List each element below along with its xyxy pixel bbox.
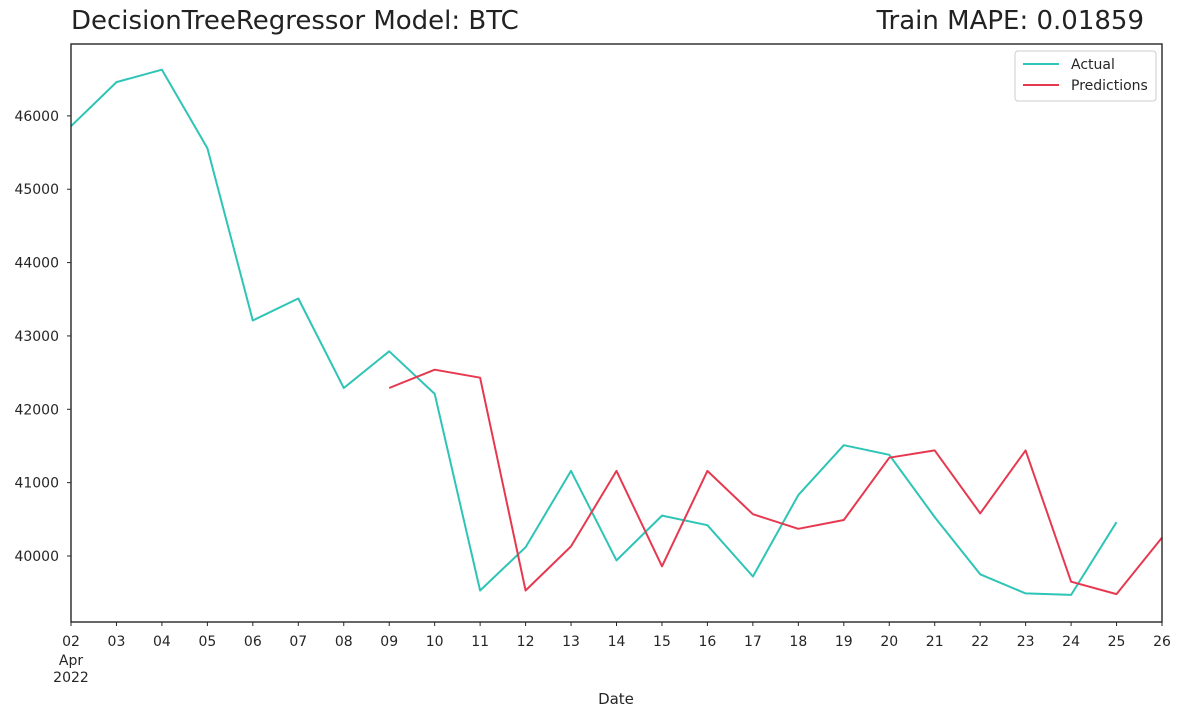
- y-tick-label: 46000: [14, 109, 59, 125]
- x-tick-label: 12: [517, 634, 535, 650]
- x-tick-label: 20: [880, 634, 898, 650]
- x-axis-title: Date: [598, 690, 634, 708]
- series-line-predictions: [388, 368, 1163, 596]
- x-tick-label: 19: [835, 634, 853, 650]
- y-tick-label: 41000: [14, 476, 59, 492]
- x-tick-label: 11: [471, 634, 489, 650]
- x-tick-label: 24: [1062, 634, 1080, 650]
- x-tick-label: 21: [926, 634, 944, 650]
- chart-subtitle-mape: Train MAPE: 0.01859: [876, 6, 1144, 36]
- x-axis-ticks: 02 03 04 05 06 07 08 09 10 11 12 13 14 15 16 17 18 19 20 21…: [53, 622, 1171, 686]
- chart-title: DecisionTreeRegressor Model: BTC: [71, 6, 519, 36]
- x-tick-label: 15: [653, 634, 671, 650]
- plot-frame: [70, 43, 1163, 623]
- x-tick-label: 10: [426, 634, 444, 650]
- x-tick-label: 26: [1153, 634, 1171, 650]
- x-tick-label: 09: [380, 634, 398, 650]
- legend: Actual Predictions: [1014, 50, 1157, 102]
- x-tick-label: 18: [789, 634, 807, 650]
- legend-label-actual: Actual: [1071, 57, 1115, 73]
- x-tick-label: 17: [744, 634, 762, 650]
- series-line-actual: [70, 68, 1118, 596]
- x-tick-label: 13: [562, 634, 580, 650]
- x-tick-label: 03: [108, 634, 126, 650]
- y-tick-label: 43000: [14, 329, 59, 345]
- x-tick-label: 22: [971, 634, 989, 650]
- y-tick-label: 44000: [14, 256, 59, 272]
- y-tick-label: 40000: [14, 549, 59, 565]
- x-tick-label: 14: [608, 634, 626, 650]
- x-tick-label: 16: [699, 634, 717, 650]
- x-tick-label: 05: [198, 634, 216, 650]
- legend-label-predictions: Predictions: [1071, 78, 1148, 94]
- x-tick-label: 06: [244, 634, 262, 650]
- x-tick-label: 23: [1017, 634, 1035, 650]
- y-axis-ticks: 40000 41000 42000 43000 44000 45000 46000: [14, 109, 71, 565]
- x-tick-label: 08: [335, 634, 353, 650]
- x-tick-sublabel: Apr: [59, 653, 83, 669]
- x-tick-label: 04: [153, 634, 171, 650]
- x-tick-label: 07: [289, 634, 307, 650]
- x-tick-label: 25: [1108, 634, 1126, 650]
- series-lines: [70, 68, 1163, 596]
- y-tick-label: 45000: [14, 182, 59, 198]
- x-tick-sublabel: 2022: [53, 670, 89, 686]
- y-tick-label: 42000: [14, 402, 59, 418]
- x-tick-label: 02: [62, 634, 80, 650]
